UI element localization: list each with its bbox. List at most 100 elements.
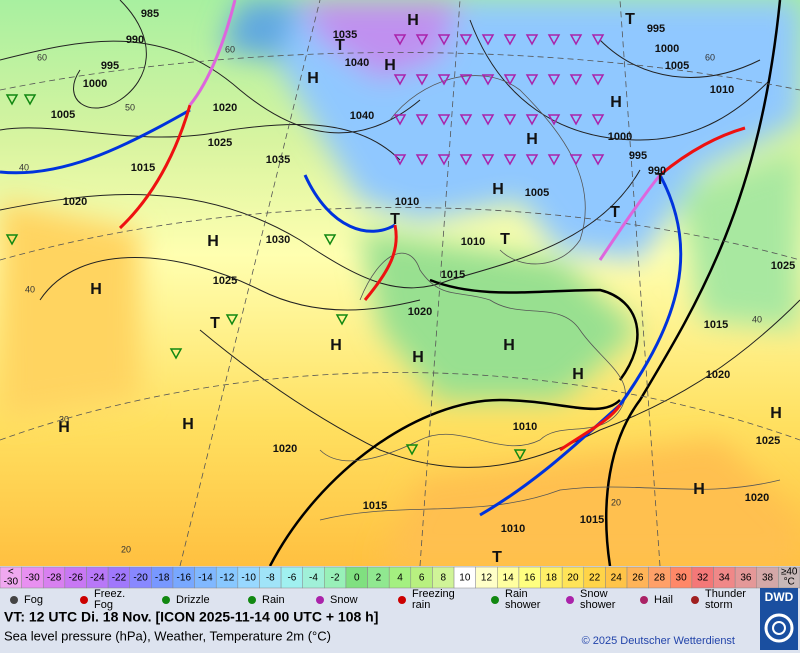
colorbar-label: -30 — [4, 577, 19, 588]
snow-symbol — [481, 114, 495, 126]
pressure-label: 1000 — [608, 131, 632, 143]
colorbar-label: -26 — [68, 573, 83, 584]
legend-label: shower — [580, 599, 616, 611]
map: 9859909951000100510151020102510301035103… — [0, 0, 800, 566]
weather-symbol — [335, 314, 349, 326]
pressure-label: 990 — [648, 165, 666, 177]
pressure-label: 1010 — [710, 84, 734, 96]
pressure-center: T — [492, 549, 502, 566]
snow-symbol — [393, 154, 407, 166]
warm-front — [559, 404, 622, 452]
isobars — [0, 0, 800, 468]
temperature-label: 60 — [705, 52, 715, 62]
pressure-center: T — [625, 11, 635, 28]
snow-symbol — [547, 154, 561, 166]
snow-symbol — [569, 34, 583, 46]
pressure-label: 1015 — [131, 162, 155, 174]
pressure-center: H — [572, 366, 584, 383]
snow-symbol — [503, 114, 517, 126]
pressure-center: H — [307, 70, 319, 87]
colorbar-label: 24 — [611, 573, 623, 584]
snow-symbol — [393, 114, 407, 126]
occlusion — [188, 0, 237, 106]
legend-label: Fog — [94, 599, 113, 611]
temperature-label: 40 — [25, 284, 35, 294]
colorbar-label: -6 — [287, 573, 296, 584]
colorbar-label: -20 — [133, 573, 148, 584]
snow-symbol — [591, 154, 605, 166]
weather-symbol — [405, 444, 419, 456]
temperature-label: 40 — [752, 314, 762, 324]
temperature-field — [0, 0, 800, 566]
temperature-label: 20 — [121, 544, 131, 554]
pressure-center: H — [58, 419, 70, 436]
snow-symbol — [459, 34, 473, 46]
colorbar-label: 30 — [676, 573, 688, 584]
snow-symbol — [547, 74, 561, 86]
pressure-label: 1040 — [345, 57, 369, 69]
coastlines — [319, 75, 781, 521]
pressure-label: 1020 — [745, 492, 769, 504]
legend-icon — [316, 596, 324, 604]
snow-symbol — [591, 34, 605, 46]
map-labels: 9859909951000100510151020102510301035103… — [5, 8, 795, 566]
snow-symbol — [503, 74, 517, 86]
colorbar-label: 34 — [719, 573, 731, 584]
snow-symbol — [437, 74, 451, 86]
snow-symbol — [591, 114, 605, 126]
graticule — [0, 0, 800, 566]
pressure-center: H — [207, 233, 219, 250]
legend-icon — [640, 596, 648, 604]
colorbar-label: 0 — [354, 573, 360, 584]
pressure-label: 1025 — [208, 137, 232, 149]
pressure-center: T — [655, 171, 665, 188]
pressure-label: 995 — [629, 150, 647, 162]
pressure-center: T — [390, 211, 400, 228]
weather-symbol — [513, 449, 527, 461]
colorbar-label: °C — [784, 577, 795, 588]
occlusion — [598, 174, 662, 261]
colorbar-label: 16 — [524, 573, 536, 584]
pressure-label: 1020 — [408, 306, 432, 318]
snow-symbol — [547, 114, 561, 126]
snow-symbol — [569, 154, 583, 166]
pressure-label: 1025 — [756, 435, 780, 447]
legend-label: shower — [505, 599, 541, 611]
colorbar-label: 22 — [589, 573, 601, 584]
pressure-label: 1035 — [333, 29, 357, 41]
snow-symbol — [525, 34, 539, 46]
legend-label: Rain — [505, 588, 528, 600]
colorbar-label: -2 — [331, 573, 340, 584]
pressure-label: 1025 — [771, 260, 795, 272]
legend-label: Hail — [654, 594, 673, 606]
snow-symbol — [459, 154, 473, 166]
temperature-label: 60 — [37, 52, 47, 62]
pressure-label: 1020 — [706, 369, 730, 381]
snow-symbol — [481, 74, 495, 86]
legend-label: Freezing — [412, 588, 455, 600]
pressure-label: 1035 — [266, 154, 290, 166]
weather-symbol — [169, 348, 183, 360]
dwd-logo-swirl — [764, 613, 794, 643]
snow-symbol — [437, 34, 451, 46]
colorbar: <-30 -30 -28 -26 -24 -22 -20 -18 -16 -14 -12 -10 -8-… — [0, 567, 800, 589]
weather-symbol — [5, 234, 19, 246]
pressure-label: 1005 — [525, 187, 549, 199]
snow-symbol — [437, 154, 451, 166]
snow-symbol — [481, 154, 495, 166]
colorbar-label: 14 — [503, 573, 515, 584]
legend-label: Freez. — [94, 588, 125, 600]
snow-symbol — [547, 34, 561, 46]
snow-symbol — [393, 74, 407, 86]
pressure-center: T — [335, 37, 345, 54]
pressure-label: 1015 — [580, 514, 604, 526]
snow-symbol — [503, 154, 517, 166]
temperature-label: 50 — [125, 102, 135, 112]
colorbar-label: 10 — [459, 573, 471, 584]
pressure-center: H — [526, 131, 538, 148]
pressure-label: 1025 — [213, 275, 237, 287]
legend-icon — [80, 596, 88, 604]
cold-front — [303, 174, 396, 233]
